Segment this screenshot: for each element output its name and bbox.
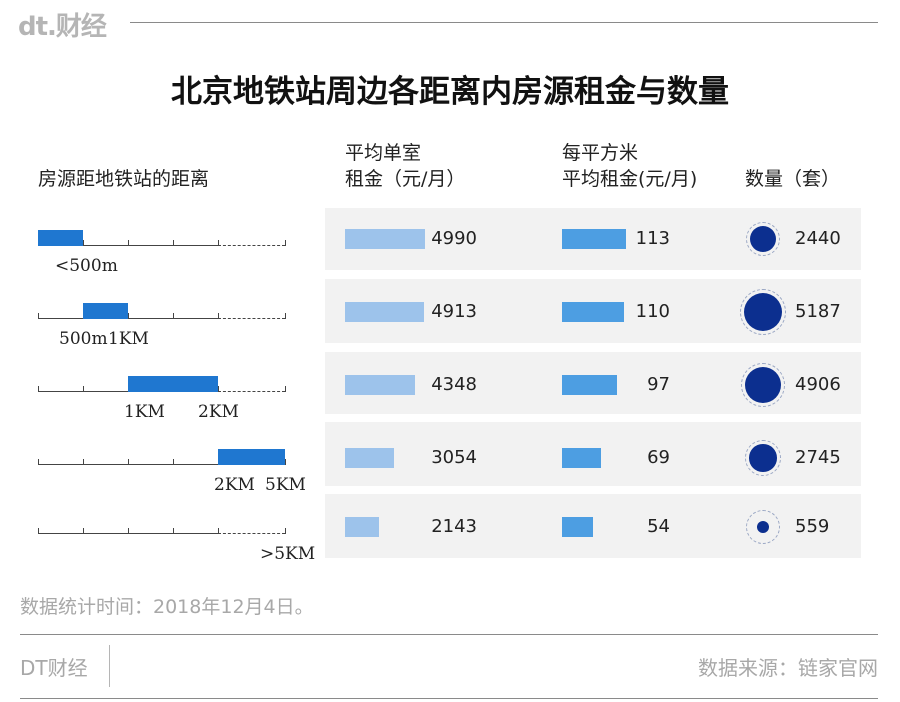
distance-label-from: 500m [59,329,108,349]
sqm-value: 110 [635,301,670,322]
sqm-bar [562,302,625,322]
count-value: 4906 [795,374,841,395]
count-dot [749,225,777,253]
sqm-bar [562,229,626,249]
distance-segment [83,303,128,319]
distance-segment [38,230,83,246]
distance-axis-dashed [218,391,285,392]
distance-tick [173,240,174,246]
distance-tick [128,528,129,534]
count-value: 2440 [795,228,841,249]
count-ring [745,440,781,476]
distance-segment [128,376,218,392]
rent-bar [345,375,415,395]
header-sqm-line1: 每平方米 [562,142,639,164]
distance-label-to: 5KM [265,475,306,495]
distance-tick [128,240,129,246]
distance-label: >5KM [260,544,316,564]
header-sqm: 每平方米 平均租金(元/月) [562,140,697,192]
distance-label-to: 2KM [198,402,239,422]
distance-axis-dashed [218,245,285,246]
sqm-value: 113 [635,228,670,249]
count-dot [744,293,782,331]
distance-tick [128,313,129,319]
distance-tick [38,386,39,392]
distance-tick [285,240,286,246]
distance-tick [83,386,84,392]
rent-value: 4348 [431,374,477,395]
logo: dt.财经 [18,12,107,42]
distance-tick [83,459,84,465]
distance-tick [285,313,286,319]
distance-tick [83,528,84,534]
distance-label-from: 1KM [124,402,165,422]
header-rent-line1: 平均单室 [345,142,422,164]
count-value: 559 [795,516,830,537]
distance-tick [285,459,286,465]
rent-bar [345,302,424,322]
count-ring [740,362,786,408]
sqm-value: 69 [647,447,670,468]
rent-value: 4913 [431,301,477,322]
sqm-bar [562,517,593,537]
distance-tick [218,240,219,246]
distance-tick [218,528,219,534]
count-ring [745,221,781,257]
distance-tick [128,459,129,465]
count-dot [744,366,782,404]
top-rule [130,22,878,23]
chart-title: 北京地铁站周边各距离内房源租金与数量 [171,74,729,110]
distance-tick [218,386,219,392]
distance-tick [285,386,286,392]
count-ring [740,289,786,335]
distance-label-to: 1KM [108,329,149,349]
distance-tick [83,240,84,246]
distance-label-from: 2KM [214,475,255,495]
distance-segment [218,449,285,465]
distance-tick [173,528,174,534]
distance-axis-dashed [218,533,285,534]
count-dot [749,444,777,472]
rent-value: 4990 [431,228,477,249]
sqm-value: 97 [647,374,670,395]
distance-label: <500m [55,256,118,276]
header-distance: 房源距地铁站的距离 [38,168,210,190]
distance-tick [38,528,39,534]
distance-tick [38,459,39,465]
distance-tick [173,459,174,465]
distance-axis-dashed [218,318,285,319]
rent-value: 3054 [431,447,477,468]
bottom-rule [20,698,878,699]
rent-bar [345,517,380,537]
header-count: 数量（套） [745,168,841,190]
rent-bar [345,448,394,468]
count-dot [756,520,770,534]
count-ring [746,510,780,544]
rent-bar [345,229,425,249]
footer-brand: DT财经 [20,656,88,680]
count-value: 5187 [795,301,841,322]
data-note: 数据统计时间：2018年12月4日。 [20,596,314,618]
distance-tick [218,313,219,319]
rent-value: 2143 [431,516,477,537]
header-sqm-line2: 平均租金(元/月) [562,168,698,190]
sqm-bar [562,448,602,468]
header-rent: 平均单室 租金（元/月） [345,140,465,192]
footer-source: 数据来源：链家官网 [698,656,878,680]
header-rent-line2: 租金（元/月） [345,168,466,190]
distance-tick [38,313,39,319]
count-value: 2745 [795,447,841,468]
footer-divider [109,645,110,687]
sqm-bar [562,375,617,395]
sqm-value: 54 [647,516,670,537]
divider [20,634,878,635]
distance-tick [285,528,286,534]
distance-tick [173,313,174,319]
